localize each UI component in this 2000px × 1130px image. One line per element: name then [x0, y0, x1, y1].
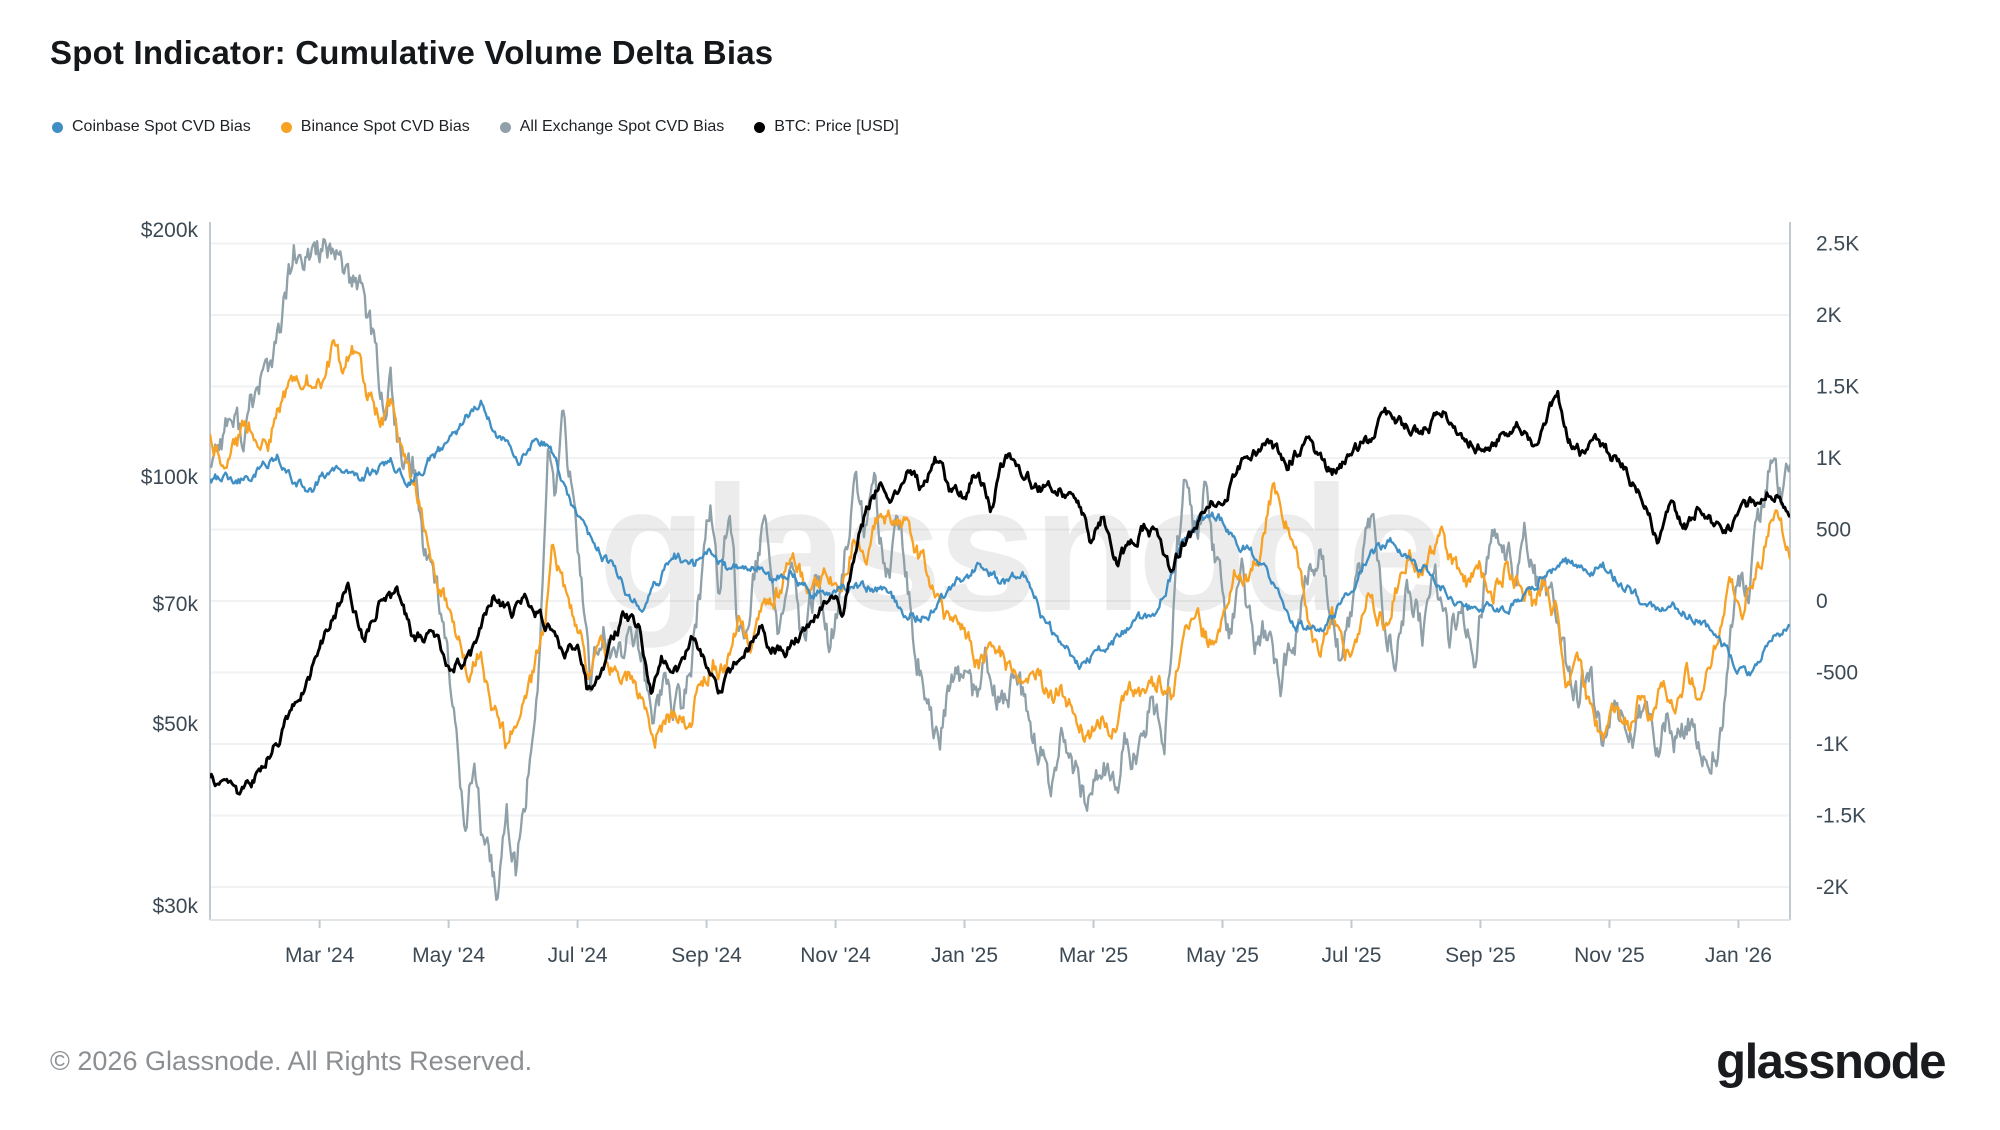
right-axis-tick-label: 0	[1816, 590, 1828, 613]
legend-item-label: BTC: Price [USD]	[774, 118, 899, 135]
x-axis-tick-label: Nov '25	[1574, 944, 1645, 967]
legend-dot-icon	[754, 121, 766, 133]
x-axis-tick-label: Jul '25	[1321, 944, 1381, 967]
left-axis-tick-label: $50k	[152, 713, 198, 736]
right-axis-tick-label: 500	[1816, 519, 1851, 542]
right-axis-tick-label: -2K	[1816, 876, 1849, 899]
legend-dot-icon	[280, 121, 292, 133]
glassnode-logo: glassnode	[1716, 1035, 1946, 1089]
legend-dot-icon	[52, 121, 63, 133]
copyright-text: © 2026 Glassnode. All Rights Reserved.	[50, 1046, 533, 1076]
x-axis-tick-label: Nov '24	[800, 944, 871, 967]
x-axis-tick-label: Jan '25	[931, 944, 998, 967]
legend-item-all-exchange-spot-cvd-bias[interactable]: All Exchange Spot CVD Bias	[499, 118, 725, 136]
page-title: Spot Indicator: Cumulative Volume Delta …	[50, 34, 774, 71]
x-axis-tick-label: May '24	[412, 944, 485, 967]
legend-dot-icon	[499, 121, 511, 133]
legend-item-label: Binance Spot CVD Bias	[300, 118, 470, 135]
legend: Coinbase Spot CVD Bias Binance Spot CVD B…	[52, 118, 899, 136]
series-line-coinbase-spot-cvd-bias[interactable]	[210, 399, 1790, 677]
left-axis-tick-label: $200k	[141, 219, 199, 242]
x-axis-tick-label: Mar '24	[285, 944, 355, 967]
right-axis-tick-label: 1.5K	[1816, 376, 1859, 399]
right-axis-tick-label: -500	[1816, 662, 1858, 685]
x-axis-tick-label: Jul '24	[548, 944, 608, 967]
right-axis-tick-label: 1K	[1816, 447, 1842, 470]
left-axis-tick-label: $100k	[141, 466, 199, 489]
left-axis-tick-label: $70k	[152, 593, 198, 616]
series-line-btc-price-usd-[interactable]	[210, 389, 1790, 796]
x-axis-tick-label: Sep '24	[671, 944, 742, 967]
x-axis-tick-label: Jan '26	[1705, 944, 1772, 967]
legend-item-binance-spot-cvd-bias[interactable]: Binance Spot CVD Bias	[280, 118, 470, 136]
x-axis-tick-label: Mar '25	[1059, 944, 1128, 967]
legend-item-label: Coinbase Spot CVD Bias	[72, 118, 251, 135]
series-line-all-exchange-spot-cvd-bias[interactable]	[210, 237, 1790, 902]
right-axis-tick-label: -1.5K	[1816, 805, 1866, 828]
right-axis-tick-label: -1K	[1816, 733, 1849, 756]
right-axis-tick-label: 2K	[1816, 304, 1842, 327]
x-axis-tick-label: May '25	[1186, 944, 1259, 967]
legend-item-btc-price-usd-[interactable]: BTC: Price [USD]	[754, 118, 899, 136]
x-axis-tick-label: Sep '25	[1445, 944, 1516, 967]
right-axis-tick-label: 2.5K	[1816, 233, 1859, 256]
legend-item-label: All Exchange Spot CVD Bias	[519, 118, 725, 135]
legend-item-coinbase-spot-cvd-bias[interactable]: Coinbase Spot CVD Bias	[52, 118, 251, 136]
left-axis-tick-label: $30k	[152, 895, 198, 918]
